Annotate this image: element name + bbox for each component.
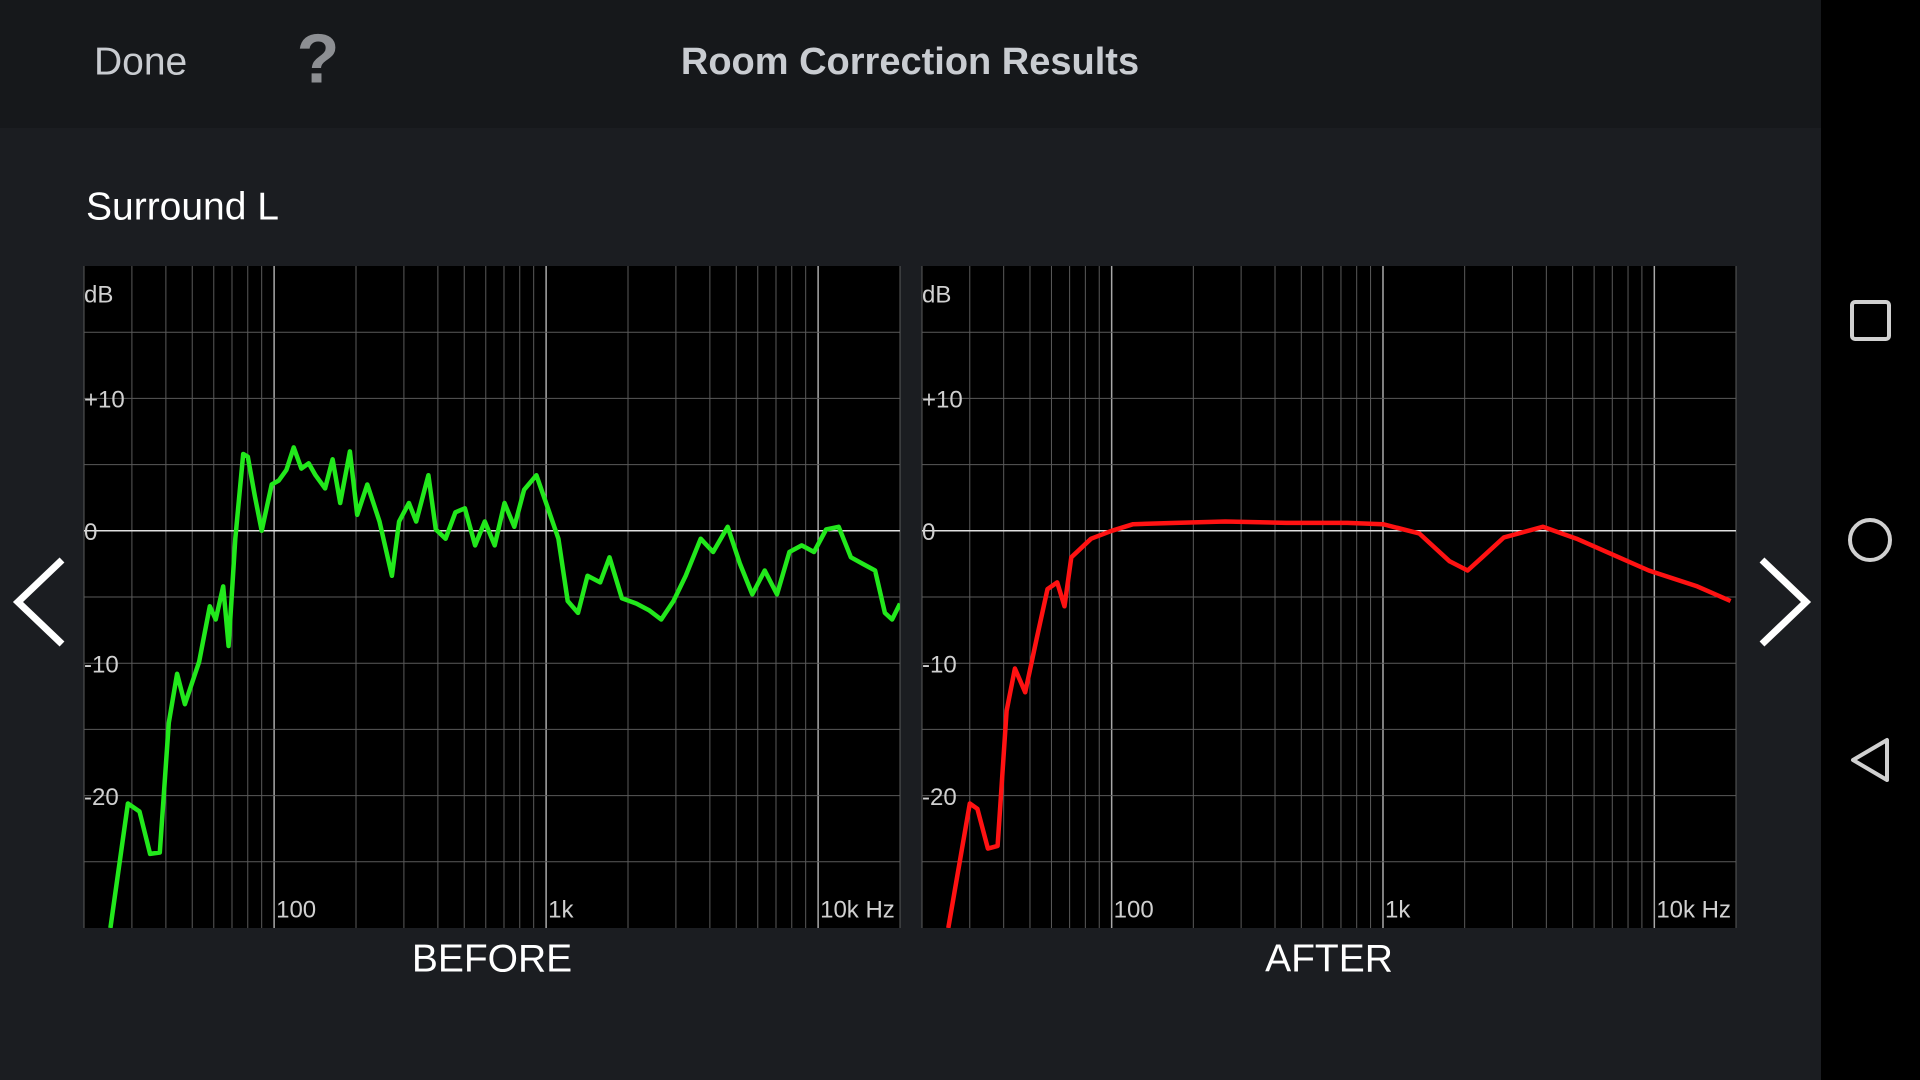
- channel-name: Surround L: [86, 185, 279, 228]
- y-tick-label: +10: [84, 387, 125, 414]
- next-arrow[interactable]: [1759, 557, 1812, 647]
- done-button[interactable]: Done: [94, 40, 187, 83]
- prev-arrow[interactable]: [12, 557, 65, 647]
- y-tick-label: -10: [84, 652, 119, 679]
- response-curve: [108, 445, 900, 928]
- home-button[interactable]: [1848, 518, 1892, 562]
- x-tick-label: 10k Hz: [1656, 896, 1731, 923]
- y-tick-label: -20: [84, 784, 119, 811]
- x-tick-label: 10k Hz: [820, 896, 895, 923]
- screen-title: Room Correction Results: [681, 41, 1139, 83]
- y-tick-label: -20: [922, 784, 957, 811]
- response-curve: [946, 519, 1732, 928]
- help-button[interactable]: ?: [297, 19, 340, 97]
- chart-title: BEFORE: [412, 937, 572, 980]
- nav-bar: [1821, 0, 1920, 1080]
- y-tick-label: 0: [84, 519, 97, 546]
- y-axis-label: dB: [922, 281, 951, 308]
- x-tick-label: 100: [276, 896, 316, 923]
- header-bar: [0, 0, 1821, 128]
- y-tick-label: -10: [922, 652, 957, 679]
- y-tick-label: +10: [922, 387, 963, 414]
- recents-button[interactable]: [1850, 300, 1891, 341]
- x-tick-label: 100: [1114, 896, 1154, 923]
- x-tick-label: 1k: [1385, 896, 1411, 923]
- chart-title: AFTER: [1265, 937, 1393, 980]
- y-axis-label: dB: [84, 281, 113, 308]
- x-tick-label: 1k: [548, 896, 574, 923]
- back-button[interactable]: [1851, 738, 1889, 782]
- y-tick-label: 0: [922, 519, 935, 546]
